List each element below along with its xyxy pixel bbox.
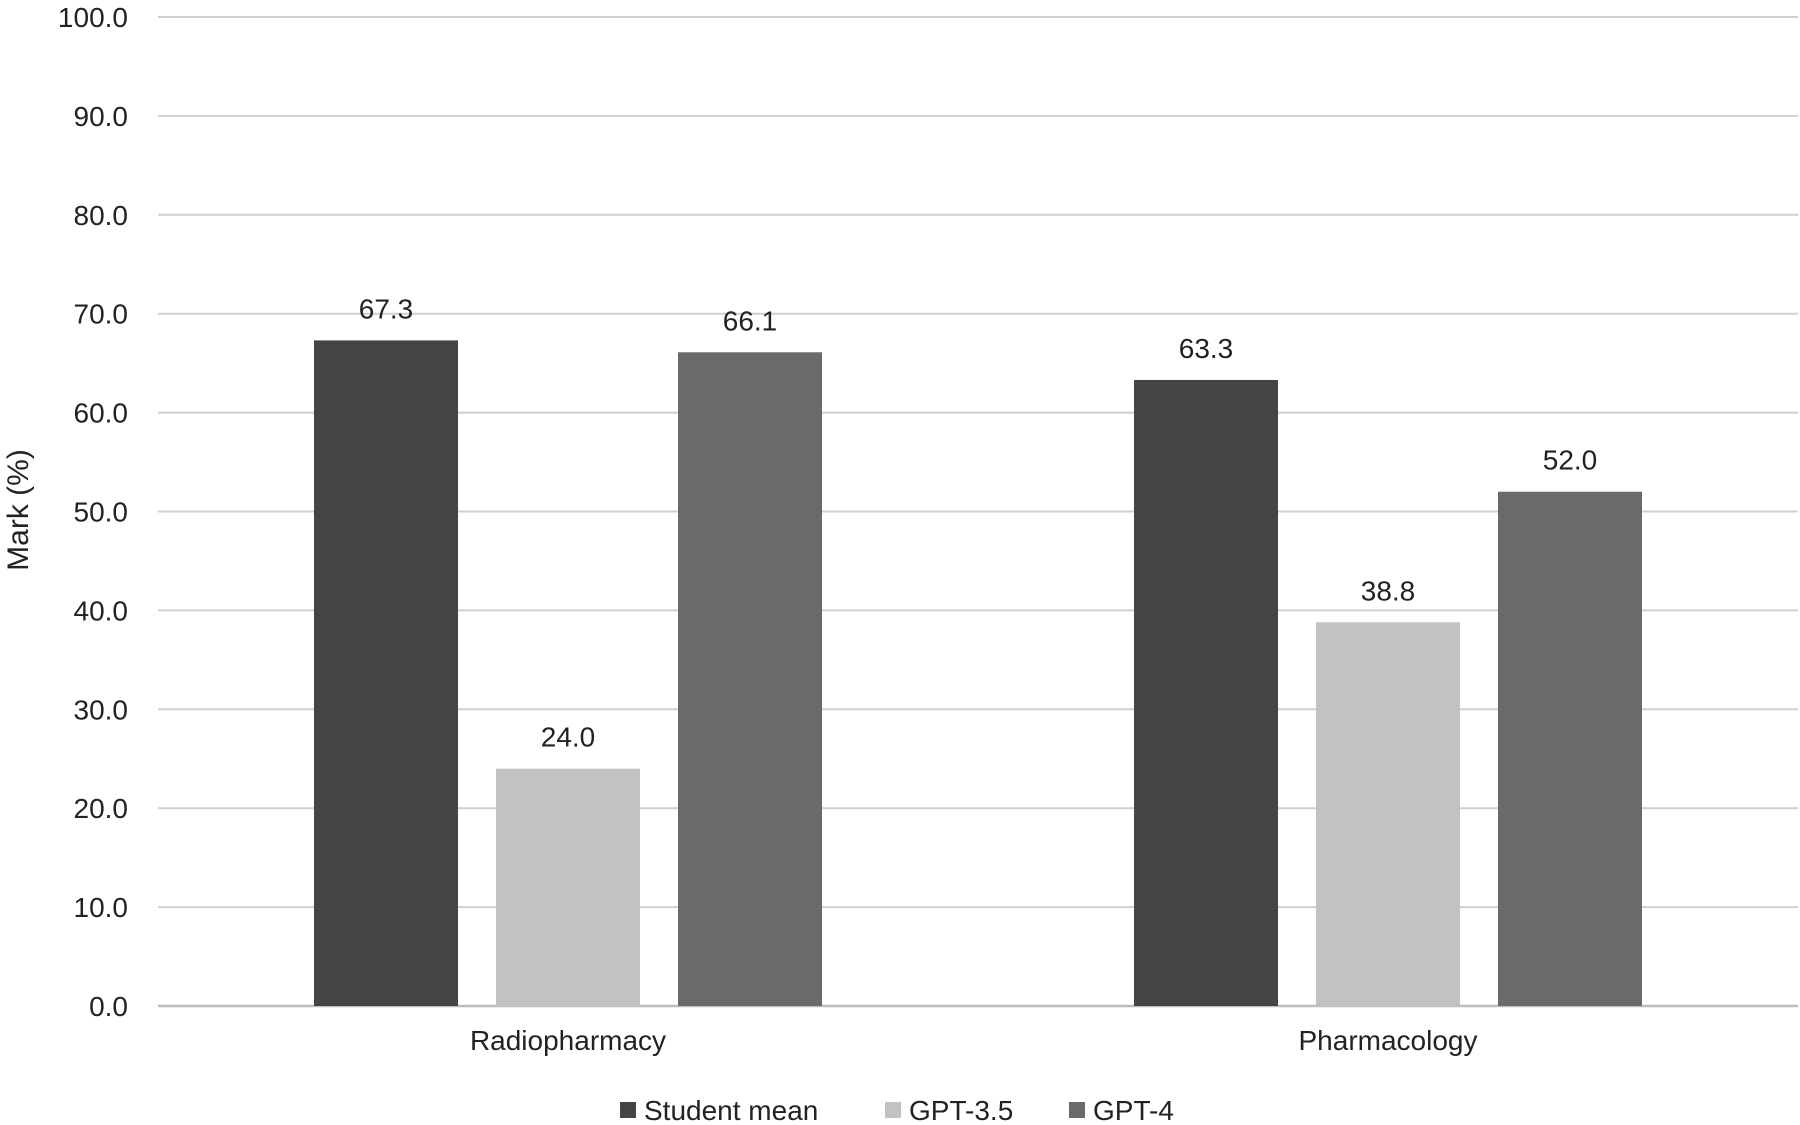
data-label: 24.0 xyxy=(541,722,596,753)
bar-gpt-3-5-radiopharmacy xyxy=(496,768,640,1006)
bar-student-mean-radiopharmacy xyxy=(314,340,458,1006)
data-label: 52.0 xyxy=(1543,445,1598,476)
legend-swatch xyxy=(620,1102,636,1118)
y-tick-label: 10.0 xyxy=(74,892,129,923)
bar-gpt-3-5-pharmacology xyxy=(1316,622,1460,1006)
bar-gpt-4-radiopharmacy xyxy=(678,352,822,1006)
data-label: 66.1 xyxy=(723,305,778,336)
y-axis-title: Mark (%) xyxy=(2,449,35,571)
legend-swatch xyxy=(885,1102,901,1118)
data-label: 63.3 xyxy=(1179,333,1234,364)
x-category-label: Radiopharmacy xyxy=(470,1025,666,1056)
bars xyxy=(314,340,1642,1007)
y-tick-label: 90.0 xyxy=(74,101,129,132)
data-label: 38.8 xyxy=(1361,575,1416,606)
y-tick-label: 0.0 xyxy=(89,991,128,1022)
legend-label: Student mean xyxy=(644,1095,818,1125)
legend-swatch xyxy=(1069,1102,1085,1118)
y-tick-label: 50.0 xyxy=(74,497,129,528)
bar-gpt-4-pharmacology xyxy=(1498,491,1642,1007)
data-label: 67.3 xyxy=(359,293,414,324)
y-tick-label: 80.0 xyxy=(74,200,129,231)
y-tick-label: 40.0 xyxy=(74,595,129,626)
legend-label: GPT-3.5 xyxy=(909,1095,1013,1125)
y-tick-label: 60.0 xyxy=(74,398,129,429)
x-axis-categories: Radiopharmacy Pharmacology xyxy=(470,1025,1478,1056)
legend-label: GPT-4 xyxy=(1093,1095,1174,1125)
y-axis-ticks: 0.0 10.0 20.0 30.0 40.0 50.0 60.0 70.0 80.0 90.0 1… xyxy=(58,2,128,1022)
legend: Student mean GPT-3.5 GPT-4 xyxy=(620,1095,1174,1125)
y-tick-label: 30.0 xyxy=(74,694,129,725)
y-tick-label: 100.0 xyxy=(58,2,128,33)
bar-student-mean-pharmacology xyxy=(1134,379,1278,1006)
y-tick-label: 20.0 xyxy=(74,793,129,824)
x-category-label: Pharmacology xyxy=(1299,1025,1478,1056)
data-labels: 67.3 24.0 66.1 63.3 38.8 52.0 xyxy=(359,293,1598,752)
y-tick-label: 70.0 xyxy=(74,299,129,330)
